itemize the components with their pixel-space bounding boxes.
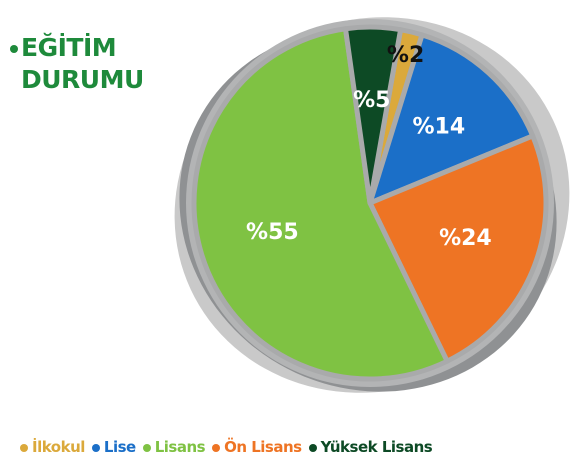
legend-item: Lisans [142, 438, 206, 456]
legend-dot [142, 443, 151, 452]
legend: İlkokul Lise Lisans Ön Lisans Yüksek Lisans [20, 438, 570, 456]
chart-title-box: EĞİTİM DURUMU [10, 32, 160, 96]
legend-label: Yüksek Lisans [320, 438, 433, 456]
pie-slice [343, 24, 404, 206]
legend-label: Lisans [154, 438, 206, 456]
value-label: %14 [412, 115, 465, 140]
legend-dot [212, 443, 221, 452]
legend-item: Lise [91, 438, 136, 456]
pie-slice [191, 26, 450, 382]
legend-dot [20, 443, 28, 452]
pie: %2 %14 %24 %55 %5 [191, 24, 549, 382]
value-label: %24 [439, 226, 492, 251]
pie-slice [367, 133, 549, 364]
legend-item: Yüksek Lisans [308, 438, 433, 456]
pie-slice [367, 32, 536, 206]
legend-item: İlkokul [20, 438, 85, 456]
legend-dot [91, 443, 100, 452]
legend-label: İlkokul [32, 438, 85, 456]
legend-item: Ön Lisans [212, 438, 302, 456]
chart: %2 %14 %24 %55 %5 [174, 17, 570, 393]
value-label: %5 [353, 88, 390, 113]
legend-label: Ön Lisans [224, 438, 302, 456]
legend-label: Lise [103, 438, 136, 456]
value-label: %55 [246, 220, 299, 245]
legend-dot [308, 443, 317, 452]
value-label: %2 [387, 43, 424, 68]
chart-title: EĞİTİM DURUMU [21, 33, 144, 94]
